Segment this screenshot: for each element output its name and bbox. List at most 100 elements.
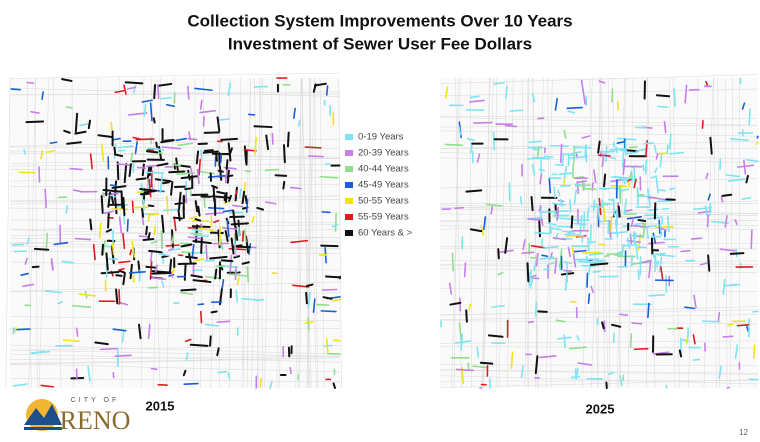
pipe-segment: [736, 164, 755, 168]
pipe-segment: [325, 337, 329, 354]
pipe-segment: [553, 186, 556, 199]
street: [439, 314, 759, 321]
pipe-segment: [527, 218, 543, 221]
pipe-segment: [332, 339, 341, 342]
pipe-segment: [322, 296, 333, 300]
pipe-segment: [729, 252, 745, 255]
pipe-segment: [109, 184, 117, 187]
map-2015: [5, 72, 342, 389]
pipe-segment: [241, 298, 258, 301]
pipe-segment: [577, 260, 598, 264]
pipe-segment: [690, 237, 703, 240]
pipe-segment: [112, 328, 127, 332]
pipe-segment: [555, 163, 565, 167]
pipe-segment: [623, 209, 633, 212]
pipe-segment: [547, 222, 557, 226]
pipe-segment: [150, 240, 158, 245]
pipe-segment: [604, 254, 610, 258]
street: [627, 77, 634, 389]
pipe-segment: [331, 224, 339, 228]
pipe-segment: [191, 243, 195, 258]
pipe-segment: [719, 248, 736, 252]
pipe-segment: [99, 347, 119, 351]
legend-swatch: [345, 182, 353, 188]
pipe-segment: [147, 323, 151, 340]
logo-mountains: [24, 404, 62, 425]
pipe-segment: [10, 88, 21, 91]
pipe-segment: [79, 122, 89, 127]
pipe-segment: [92, 244, 96, 261]
pipe-segment: [307, 291, 311, 309]
legend-swatch: [345, 198, 353, 204]
pipe-segment: [618, 178, 629, 181]
pipe-segment: [567, 246, 571, 258]
pipe-segment: [110, 245, 115, 265]
pipe-segment: [251, 215, 255, 224]
street: [52, 77, 62, 389]
pipe-segment: [40, 150, 44, 160]
pipe-segment: [118, 267, 125, 271]
pipe-segment: [668, 151, 685, 155]
pipe-segment: [552, 236, 567, 241]
pipe-segment: [602, 205, 606, 222]
pipe-segment: [168, 258, 173, 275]
pipe-segment: [254, 137, 258, 156]
pipe-segment: [668, 187, 676, 191]
pipe-segment: [648, 294, 665, 297]
street: [153, 77, 162, 389]
pipe-segment: [290, 186, 302, 190]
pipe-segment: [531, 92, 536, 103]
pipe-segment: [214, 268, 218, 280]
pipe-segment: [269, 381, 273, 389]
pipe-segment: [647, 208, 659, 211]
pipe-segment: [505, 85, 508, 100]
pipe-segment: [568, 346, 587, 350]
pipe-segment: [110, 194, 115, 205]
street: [5, 77, 11, 389]
pipe-segment: [232, 209, 237, 228]
pipe-segment: [247, 113, 256, 116]
pipe-segment: [161, 146, 182, 150]
legend-swatch: [345, 230, 353, 236]
pipe-segment: [100, 143, 105, 162]
pipe-segment: [38, 166, 41, 183]
pipe-segment: [573, 189, 577, 205]
pipe-segment: [559, 143, 563, 163]
pipe-segment: [112, 137, 121, 141]
legend-label: 60 Years & >: [358, 228, 413, 239]
pipe-segment: [74, 112, 79, 133]
pipe-segment: [227, 142, 232, 162]
pipe-segment: [658, 219, 661, 235]
pipe-segment: [549, 227, 562, 231]
pipe-segment: [734, 219, 738, 226]
pipe-segment: [74, 237, 92, 241]
pipe-segment: [189, 166, 193, 175]
pipe-segment: [531, 147, 539, 151]
street: [439, 157, 759, 163]
pipe-segment: [497, 248, 500, 260]
pipe-segment: [724, 215, 728, 228]
pipe-segment: [469, 95, 480, 99]
pipe-segment: [111, 242, 115, 256]
pipe-segment: [50, 260, 54, 272]
pipe-segment: [180, 243, 193, 248]
pipe-segment: [598, 80, 606, 84]
pipe-segment: [184, 187, 192, 191]
title-line: Collection System Improvements Over 10 Y…: [187, 11, 572, 30]
page-number: 12: [739, 428, 748, 437]
street: [9, 229, 341, 239]
pipe-segment: [509, 109, 524, 112]
pipe-segment: [31, 350, 51, 354]
pipe-segment: [135, 177, 147, 181]
pipe-segment: [122, 232, 126, 250]
pipe-segment: [651, 252, 666, 256]
pipe-segment: [745, 174, 749, 184]
pipe-segment: [466, 137, 475, 142]
pipe-segment: [126, 86, 137, 90]
street: [9, 245, 341, 250]
pipe-segment: [538, 205, 542, 212]
pipe-segment: [160, 230, 163, 249]
pipe-segment: [282, 180, 286, 190]
street: [246, 77, 251, 389]
pipe-segment: [543, 267, 551, 271]
